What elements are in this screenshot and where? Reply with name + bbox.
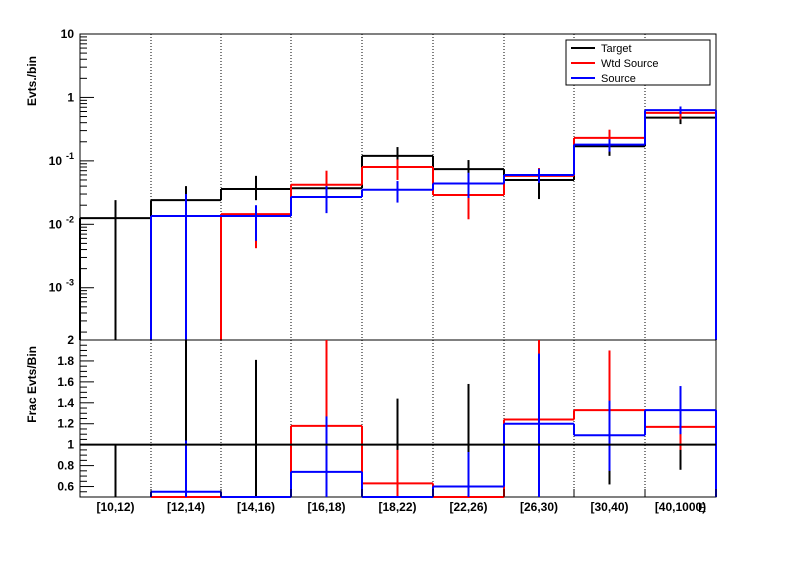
series-source <box>150 353 717 498</box>
y-tick-label: 1.4 <box>57 396 74 410</box>
x-tick-label: [12,14) <box>167 500 205 514</box>
y-tick-label-exponent: -2 <box>66 214 74 224</box>
x-axis-tick-labels: [10,12) [12,14) [14,16) [16,18) [18,22) [22,2… <box>79 489 717 514</box>
ratio-y-axis-title: Frac Evts/Bin <box>25 346 39 423</box>
y-tick-label: 1.8 <box>57 354 74 368</box>
legend-label-target: Target <box>601 43 632 55</box>
legend: Target Wtd Source Source <box>565 39 711 86</box>
series-source <box>150 106 717 340</box>
y-tick-label: 1.2 <box>57 417 74 431</box>
x-tick-label: [22,26) <box>449 500 487 514</box>
y-tick-label: 1 <box>67 438 74 452</box>
y-tick-label-exponent: -3 <box>66 278 74 288</box>
distribution-y-axis-title: Evts./bin <box>25 56 39 106</box>
y-tick-label: 10 <box>49 154 63 168</box>
y-tick-label: 1 <box>67 90 74 104</box>
ratio-series <box>114 340 717 498</box>
distribution-series <box>79 106 717 340</box>
x-axis-title: E <box>698 501 706 515</box>
ratio-panel: 0.6 0.8 1 1.2 1.4 1.6 1.8 2 Frac Evts/Bin [10,1… <box>25 333 717 515</box>
x-tick-label: [14,16) <box>237 500 275 514</box>
y-tick-label: 10 <box>49 217 63 231</box>
y-tick-label: 2 <box>67 333 74 347</box>
x-tick-label: [18,22) <box>378 500 416 514</box>
y-tick-label: 0.6 <box>57 480 74 494</box>
y-tick-label: 10 <box>61 27 75 41</box>
y-tick-label: 10 <box>49 281 63 295</box>
series-wtd-source <box>220 108 717 340</box>
ratio-y-axis: 0.6 0.8 1 1.2 1.4 1.6 1.8 2 <box>57 333 94 498</box>
x-tick-label: [26,30) <box>520 500 558 514</box>
y-tick-label: 0.8 <box>57 459 74 473</box>
x-tick-label: [10,12) <box>96 500 134 514</box>
y-tick-label-exponent: -1 <box>66 151 74 161</box>
x-tick-label: [16,18) <box>307 500 345 514</box>
y-tick-label: 1.6 <box>57 375 74 389</box>
legend-label-wtd-source: Wtd Source <box>601 58 658 70</box>
x-tick-label: [40,1000) <box>655 500 706 514</box>
legend-label-source: Source <box>601 73 636 85</box>
x-tick-label: [30,40) <box>590 500 628 514</box>
